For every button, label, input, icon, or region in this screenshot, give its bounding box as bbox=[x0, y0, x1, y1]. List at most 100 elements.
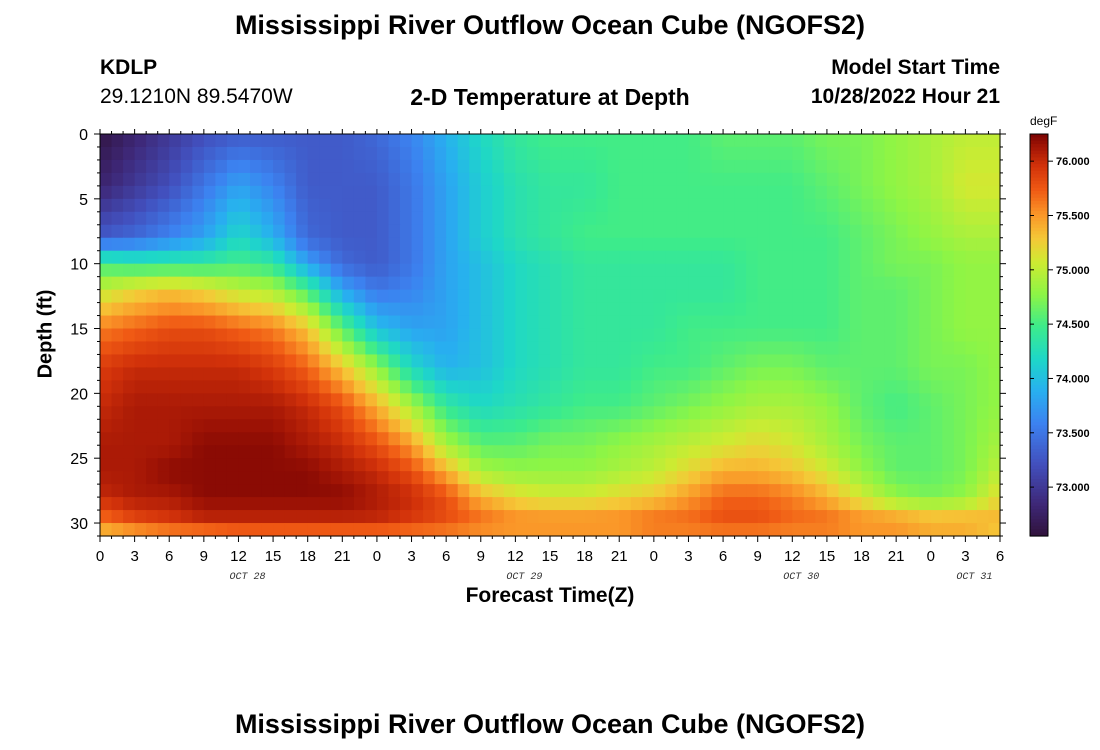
heatmap-cell bbox=[146, 458, 159, 472]
heatmap-cell bbox=[838, 341, 851, 356]
heatmap-cell bbox=[400, 510, 413, 524]
heatmap-cell bbox=[192, 458, 205, 472]
heatmap-cell bbox=[676, 263, 690, 278]
heatmap-cell bbox=[988, 419, 1001, 433]
heatmap-cell bbox=[965, 510, 978, 524]
heatmap-cell bbox=[215, 510, 228, 524]
heatmap-cell bbox=[930, 523, 943, 537]
heatmap-cell bbox=[873, 289, 886, 304]
heatmap-cell bbox=[376, 302, 390, 317]
heatmap-cell bbox=[134, 315, 147, 330]
heatmap-cell bbox=[942, 224, 955, 239]
heatmap-cell bbox=[942, 159, 955, 174]
heatmap-cell bbox=[330, 134, 343, 148]
heatmap-cell bbox=[700, 185, 713, 200]
heatmap-cell bbox=[596, 302, 609, 317]
heatmap-cell bbox=[342, 471, 355, 485]
heatmap-cell bbox=[146, 315, 159, 330]
heatmap-cell bbox=[123, 328, 136, 343]
heatmap-cell bbox=[665, 419, 678, 433]
heatmap-cell bbox=[976, 471, 990, 485]
heatmap-cell bbox=[584, 224, 597, 239]
heatmap-cell bbox=[630, 341, 643, 356]
colorbar-segment bbox=[1030, 462, 1048, 467]
heatmap-cell bbox=[434, 224, 447, 239]
colorbar-segment bbox=[1030, 234, 1048, 239]
heatmap-cell bbox=[815, 445, 828, 459]
heatmap-cell bbox=[250, 185, 263, 200]
heatmap-cell bbox=[930, 263, 943, 278]
heatmap-cell bbox=[688, 523, 701, 537]
heatmap-cell bbox=[157, 224, 170, 239]
heatmap-cell bbox=[273, 289, 286, 304]
heatmap-cell bbox=[434, 302, 447, 317]
heatmap-cell bbox=[192, 510, 205, 524]
heatmap-cell bbox=[342, 276, 355, 291]
heatmap-cell bbox=[365, 263, 378, 278]
heatmap-cell bbox=[215, 328, 228, 343]
heatmap-cell bbox=[296, 185, 309, 200]
heatmap-cell bbox=[584, 172, 597, 187]
colorbar-segment bbox=[1030, 257, 1048, 262]
heatmap-cell bbox=[226, 172, 240, 187]
heatmap-cell bbox=[238, 432, 251, 446]
heatmap-cell bbox=[457, 224, 470, 239]
heatmap-cell bbox=[538, 224, 551, 239]
heatmap-cell bbox=[469, 146, 482, 161]
heatmap-cell bbox=[769, 146, 782, 161]
colorbar-segment bbox=[1030, 455, 1048, 460]
heatmap-cell bbox=[515, 523, 528, 537]
heatmap-cell bbox=[803, 341, 816, 356]
heatmap-cell bbox=[446, 510, 459, 524]
heatmap-cell bbox=[146, 406, 159, 420]
heatmap-cell bbox=[942, 263, 955, 278]
heatmap-cell bbox=[192, 497, 205, 511]
heatmap-cell bbox=[503, 406, 516, 420]
x-tick-label: 3 bbox=[684, 548, 692, 565]
heatmap-cell bbox=[434, 393, 447, 407]
heatmap-cell bbox=[192, 315, 205, 330]
heatmap-cell bbox=[653, 276, 666, 291]
heatmap-cell bbox=[123, 432, 136, 446]
heatmap-cell bbox=[169, 224, 182, 239]
heatmap-cell bbox=[665, 237, 678, 252]
heatmap-cell bbox=[215, 367, 228, 381]
heatmap-cell bbox=[838, 250, 851, 265]
heatmap-cell bbox=[353, 497, 366, 511]
heatmap-cell bbox=[769, 185, 782, 200]
heatmap-cell bbox=[469, 289, 482, 304]
heatmap-cell bbox=[319, 198, 332, 213]
heatmap-cell bbox=[826, 406, 840, 420]
colorbar-segment bbox=[1030, 435, 1048, 440]
heatmap-cell bbox=[561, 484, 574, 498]
colorbar-segment bbox=[1030, 278, 1048, 282]
heatmap-cell bbox=[330, 341, 343, 356]
heatmap-cell bbox=[307, 289, 320, 304]
heatmap-cell bbox=[492, 211, 505, 226]
heatmap-cell bbox=[226, 224, 240, 239]
heatmap-cell bbox=[642, 302, 655, 317]
colorbar-segment bbox=[1030, 525, 1048, 530]
heatmap-cell bbox=[469, 510, 482, 524]
heatmap-cell bbox=[515, 419, 528, 433]
heatmap-cell bbox=[803, 250, 816, 265]
heatmap-cell bbox=[192, 237, 205, 252]
heatmap-cell bbox=[734, 354, 747, 369]
heatmap-cell bbox=[550, 198, 563, 213]
colorbar-segment bbox=[1030, 304, 1048, 309]
heatmap-cell bbox=[192, 159, 205, 174]
heatmap-cell bbox=[111, 302, 124, 317]
heatmap-cell bbox=[423, 237, 436, 252]
heatmap-cell bbox=[803, 198, 816, 213]
heatmap-cell bbox=[411, 445, 424, 459]
heatmap-cell bbox=[896, 458, 909, 472]
heatmap-cell bbox=[503, 354, 516, 369]
heatmap-cell bbox=[942, 354, 955, 369]
heatmap-cell bbox=[342, 367, 355, 381]
heatmap-cell bbox=[803, 263, 816, 278]
heatmap-cell bbox=[550, 224, 563, 239]
heatmap-cell bbox=[688, 497, 701, 511]
heatmap-cell bbox=[826, 172, 840, 187]
heatmap-cell bbox=[803, 510, 816, 524]
heatmap-cell bbox=[296, 367, 309, 381]
